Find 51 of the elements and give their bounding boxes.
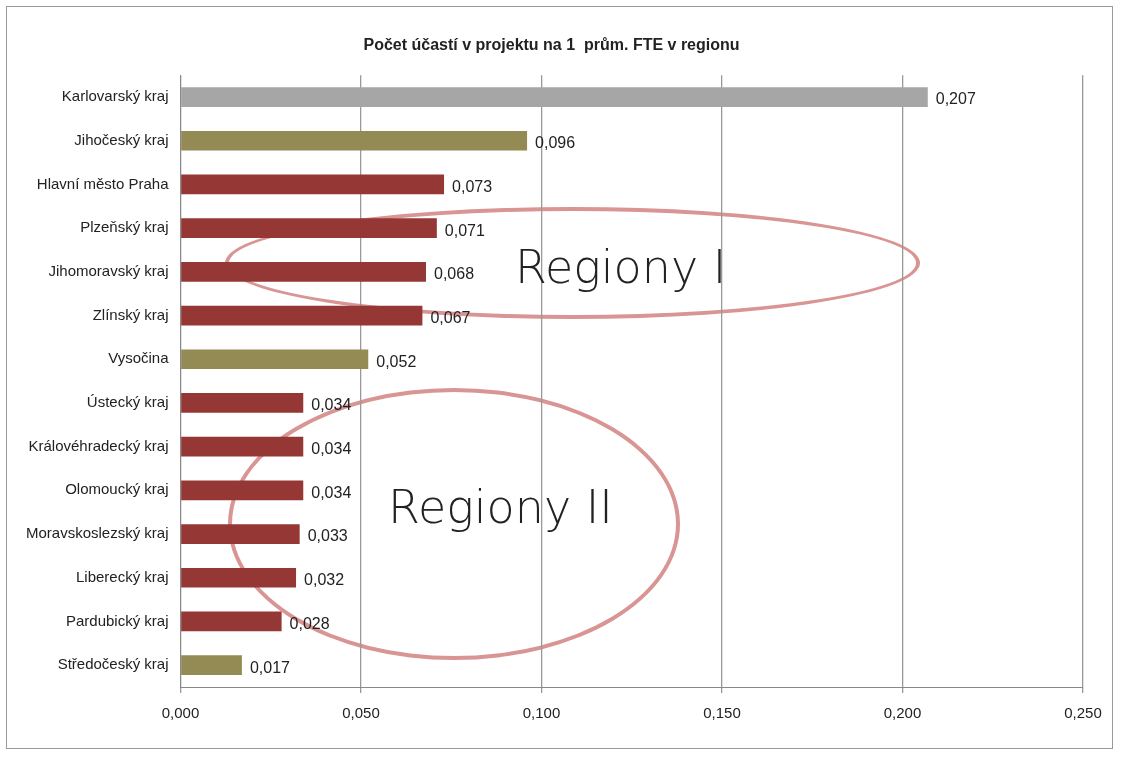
- y-tick-label: Ústecký kraj: [86, 393, 169, 411]
- data-label: 0,052: [376, 352, 417, 370]
- x-tick-label: 0,150: [703, 704, 741, 722]
- data-label: 0,207: [935, 90, 976, 108]
- annotation: Regiony I: [515, 240, 727, 294]
- y-tick-label: Jihočeský kraj: [74, 130, 169, 148]
- data-label: 0,068: [434, 265, 475, 283]
- x-tick-label: 0,000: [161, 704, 200, 722]
- bar: [181, 393, 304, 413]
- bar: [181, 349, 369, 370]
- y-tick-label: Hlavní město Praha: [36, 174, 170, 192]
- y-tick-label: Vysočina: [108, 349, 170, 367]
- x-tick-label: 0,250: [1064, 704, 1102, 722]
- chart-title: Počet účastí v projektu na 1 prům. FTE v regionu: [363, 36, 740, 54]
- data-label: 0,028: [289, 614, 330, 632]
- data-label: 0,071: [444, 221, 485, 239]
- y-tick-label: Zlínský kraj: [92, 305, 169, 323]
- bar: [181, 655, 242, 675]
- bar: [181, 218, 437, 238]
- annotation: Regiony II: [388, 480, 613, 534]
- bar: [181, 611, 282, 632]
- x-tick-label: 0,200: [883, 704, 922, 722]
- data-label: 0,033: [307, 527, 348, 545]
- bar: [181, 174, 445, 195]
- data-label: 0,067: [430, 308, 471, 326]
- y-tick-label: Královéhradecký kraj: [28, 436, 169, 454]
- bar: [181, 305, 423, 326]
- data-label: 0,034: [311, 440, 352, 458]
- bar: [181, 262, 426, 282]
- bar: [181, 436, 304, 457]
- bar: [181, 524, 300, 544]
- data-label: 0,073: [452, 177, 493, 195]
- y-tick-label: Středočeský kraj: [57, 655, 169, 673]
- data-label: 0,034: [311, 483, 352, 501]
- data-label: 0,032: [304, 571, 345, 589]
- bar: [181, 130, 528, 151]
- data-label: 0,034: [311, 396, 352, 414]
- data-label: 0,017: [249, 658, 291, 676]
- x-tick-label: 0,100: [522, 704, 561, 722]
- bar: [181, 480, 304, 501]
- y-tick-label: Plzeňský kraj: [80, 218, 169, 236]
- y-tick-label: Olomoucký kraj: [65, 480, 169, 498]
- bar: [181, 567, 297, 588]
- x-tick-label: 0,050: [342, 704, 380, 722]
- bar: [181, 87, 928, 107]
- data-label: 0,096: [535, 134, 576, 152]
- y-tick-label: Karlovarský kraj: [61, 87, 169, 105]
- y-tick-label: Pardubický kraj: [65, 611, 169, 629]
- y-tick-label: Moravskoslezský kraj: [26, 524, 169, 542]
- y-tick-label: Jihomoravský kraj: [48, 261, 169, 279]
- y-tick-label: Liberecký kraj: [75, 567, 169, 585]
